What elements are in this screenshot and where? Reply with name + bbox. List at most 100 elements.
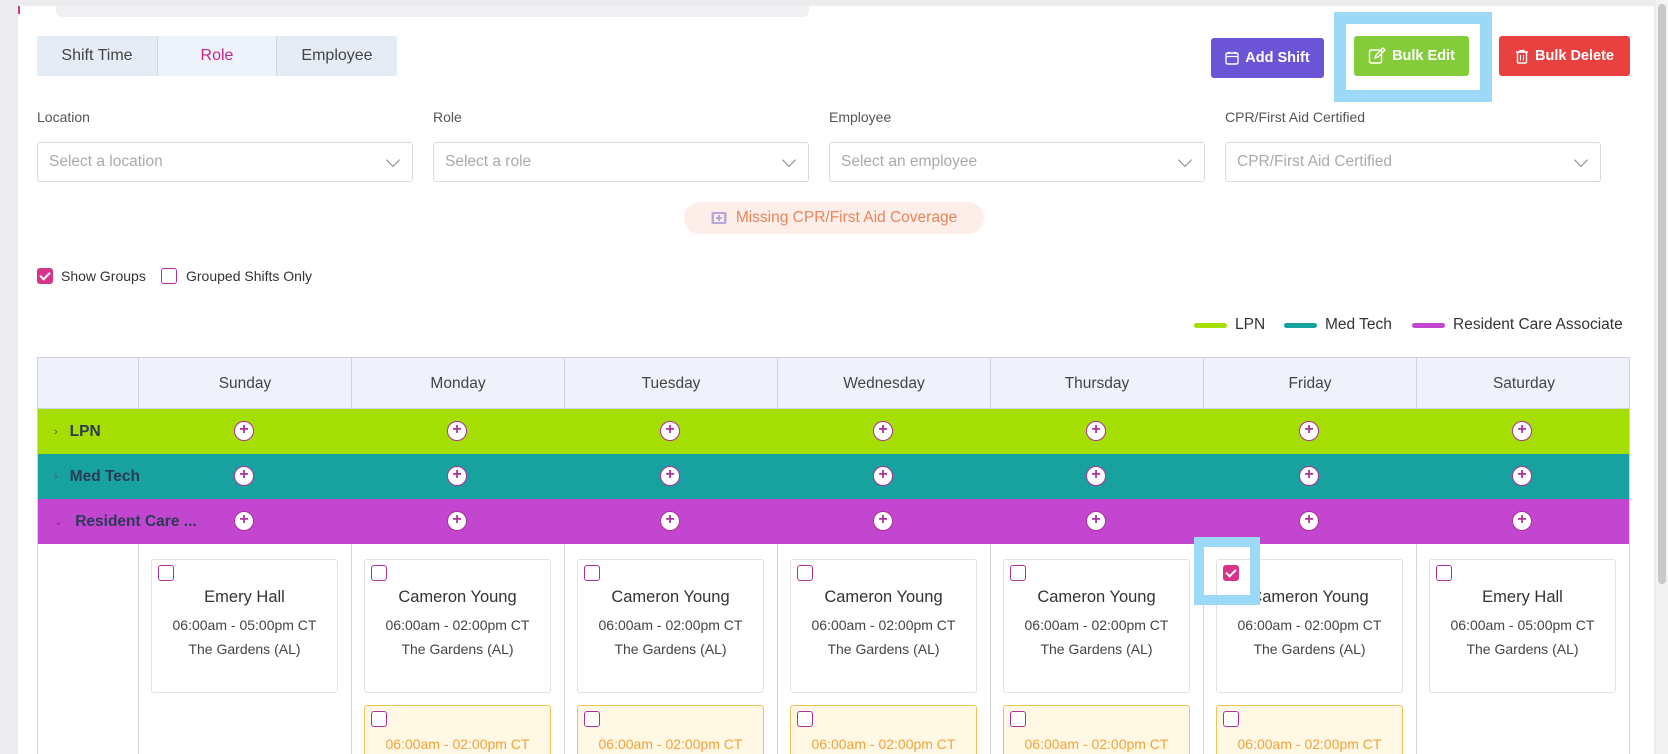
grouped-shifts-only-checkbox[interactable] [161,268,177,284]
add-shift-plus-icon[interactable]: + [447,511,467,531]
shift-select-checkbox[interactable] [1436,565,1452,581]
group-row-lpn[interactable]: › LPN + + + + + + + [38,409,1629,454]
add-shift-plus-icon[interactable]: + [873,466,893,486]
shift-location: The Gardens (AL) [827,641,940,657]
shift-select-checkbox[interactable] [1223,565,1239,581]
show-groups-checkbox[interactable] [37,268,53,284]
group-name[interactable]: ⌄ Resident Care ... [54,499,197,544]
shift-select-checkbox[interactable] [797,711,813,727]
role-placeholder: Select a role [445,153,532,170]
missing-coverage-text: Missing CPR/First Aid Coverage [735,209,958,226]
shift-location: The Gardens (AL) [401,641,514,657]
add-shift-plus-icon[interactable]: + [447,421,467,441]
shift-select-checkbox[interactable] [1010,565,1026,581]
role-label: Role [433,109,462,125]
add-shift-plus-icon[interactable]: + [234,421,254,441]
add-shift-plus-icon[interactable]: + [660,466,680,486]
add-shift-plus-icon[interactable]: + [1299,511,1319,531]
add-shift-button[interactable]: Add Shift [1211,38,1324,78]
scrollbar-thumb[interactable] [1658,4,1666,584]
open-shift-card[interactable]: 06:00am - 02:00pm CT [1216,705,1403,754]
add-shift-plus-icon[interactable]: + [1512,511,1532,531]
first-aid-icon [711,212,727,224]
shift-card[interactable]: Cameron Young 06:00am - 02:00pm CT The G… [790,559,977,693]
shift-card[interactable]: Cameron Young 06:00am - 02:00pm CT The G… [1003,559,1190,693]
add-shift-label: Add Shift [1245,50,1310,66]
shift-select-checkbox[interactable] [584,711,600,727]
day-header-monday: Monday [351,358,564,409]
location-select[interactable]: Select a location [37,142,413,182]
tab-employee[interactable]: Employee [277,36,397,76]
top-search-bar[interactable] [56,6,809,17]
shift-select-checkbox[interactable] [797,565,813,581]
open-shift-time: 06:00am - 02:00pm CT [811,736,956,752]
tab-shift-time[interactable]: Shift Time [37,36,157,76]
chevron-right-icon: › [54,425,58,438]
shift-select-checkbox[interactable] [158,565,174,581]
add-shift-plus-icon[interactable]: + [1512,421,1532,441]
open-shift-card[interactable]: 06:00am - 02:00pm CT [790,705,977,754]
shift-card[interactable]: Emery Hall 06:00am - 05:00pm CT The Gard… [1429,559,1616,693]
add-shift-plus-icon[interactable]: + [1299,466,1319,486]
shift-card[interactable]: Cameron Young 06:00am - 02:00pm CT The G… [1216,559,1403,693]
tab-role[interactable]: Role [157,36,277,76]
shift-select-checkbox[interactable] [371,565,387,581]
edit-icon [1368,47,1386,64]
shift-select-checkbox[interactable] [1223,711,1239,727]
add-shift-plus-icon[interactable]: + [873,511,893,531]
shift-time: 06:00am - 02:00pm CT [385,617,530,633]
employee-name: Emery Hall [1482,588,1563,606]
shift-location: The Gardens (AL) [1466,641,1579,657]
add-shift-plus-icon[interactable]: + [1299,421,1319,441]
role-select[interactable]: Select a role [433,142,809,182]
open-shift-card[interactable]: 06:00am - 02:00pm CT [1003,705,1190,754]
open-shift-time: 06:00am - 02:00pm CT [1024,736,1169,752]
add-shift-plus-icon[interactable]: + [660,421,680,441]
open-shift-card[interactable]: 06:00am - 02:00pm CT [364,705,551,754]
shift-card[interactable]: Cameron Young 06:00am - 02:00pm CT The G… [577,559,764,693]
group-label: Resident Care ... [75,512,197,530]
add-shift-plus-icon[interactable]: + [1512,466,1532,486]
shift-select-checkbox[interactable] [584,565,600,581]
add-shift-plus-icon[interactable]: + [873,421,893,441]
location-label: Location [37,109,90,125]
missing-coverage-badge[interactable]: Missing CPR/First Aid Coverage [684,202,984,234]
shift-card[interactable]: Cameron Young 06:00am - 02:00pm CT The G… [364,559,551,693]
day-header-saturday: Saturday [1416,358,1629,409]
add-shift-plus-icon[interactable]: + [1086,511,1106,531]
edge-accent [18,6,20,14]
shift-select-checkbox[interactable] [371,711,387,727]
shift-select-checkbox[interactable] [1010,711,1026,727]
day-header-sunday: Sunday [138,358,351,409]
employee-name: Cameron Young [1037,588,1156,606]
chevron-down-icon [1177,152,1193,168]
group-name[interactable]: › LPN [54,409,101,454]
view-toggle: Shift Time Role Employee [37,36,397,76]
add-shift-plus-icon[interactable]: + [660,511,680,531]
add-shift-plus-icon[interactable]: + [234,511,254,531]
group-name[interactable]: › Med Tech [54,454,140,499]
shift-time: 06:00am - 02:00pm CT [1237,617,1382,633]
open-shift-time: 06:00am - 02:00pm CT [1237,736,1382,752]
open-shift-card[interactable]: 06:00am - 02:00pm CT [577,705,764,754]
cpr-select[interactable]: CPR/First Aid Certified [1225,142,1601,182]
group-row-resident-care[interactable]: ⌄ Resident Care ... + + + + + + + [38,499,1629,544]
add-shift-plus-icon[interactable]: + [1086,421,1106,441]
group-row-med-tech[interactable]: › Med Tech + + + + + + + [38,454,1629,499]
add-shift-plus-icon[interactable]: + [447,466,467,486]
shift-card[interactable]: Emery Hall 06:00am - 05:00pm CT The Gard… [151,559,338,693]
chevron-down-icon: ⌄ [54,516,64,528]
bulk-delete-button[interactable]: Bulk Delete [1499,36,1630,76]
day-header-wednesday: Wednesday [777,358,990,409]
chevron-down-icon [781,152,797,168]
shift-time: 06:00am - 02:00pm CT [811,617,956,633]
page-scrollbar[interactable] [1656,0,1668,754]
add-shift-plus-icon[interactable]: + [1086,466,1106,486]
location-placeholder: Select a location [49,153,163,170]
bulk-edit-button[interactable]: Bulk Edit [1354,36,1469,76]
calendar-header: Sunday Monday Tuesday Wednesday Thursday… [38,358,1629,409]
add-shift-plus-icon[interactable]: + [234,466,254,486]
employee-select[interactable]: Select an employee [829,142,1205,182]
legend-label: LPN [1235,316,1266,333]
bulk-edit-highlight [1334,12,1492,102]
